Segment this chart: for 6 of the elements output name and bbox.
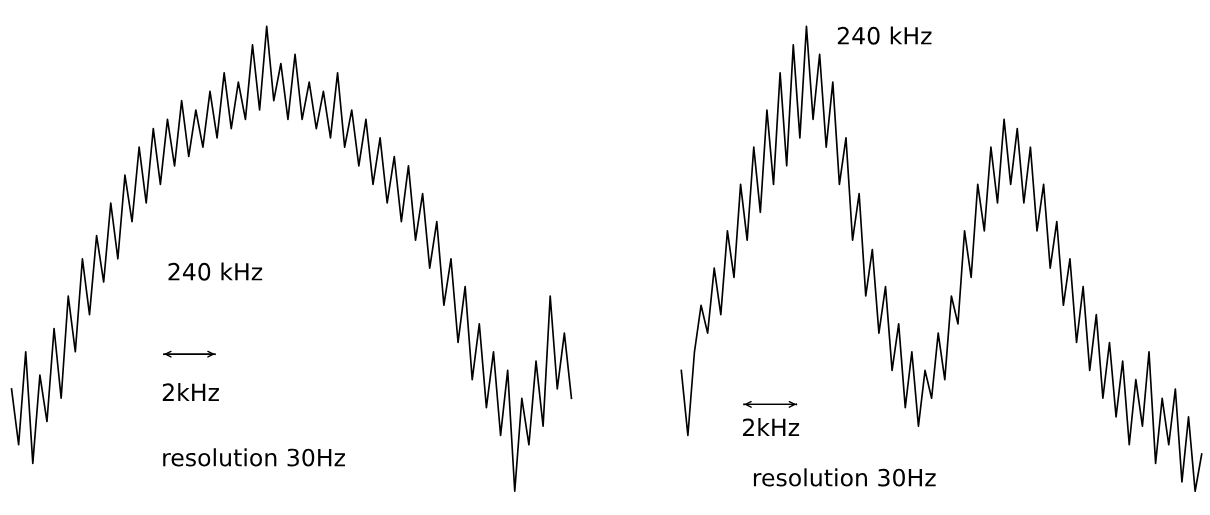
annotation: 240 kHz bbox=[168, 262, 263, 281]
annotation: resolution 30Hz bbox=[753, 468, 936, 487]
annotation: 240 kHz bbox=[837, 26, 932, 45]
annotation: 2kHz bbox=[742, 418, 800, 437]
annotation: resolution 30Hz bbox=[163, 448, 345, 467]
annotation: 2kHz bbox=[162, 382, 219, 401]
